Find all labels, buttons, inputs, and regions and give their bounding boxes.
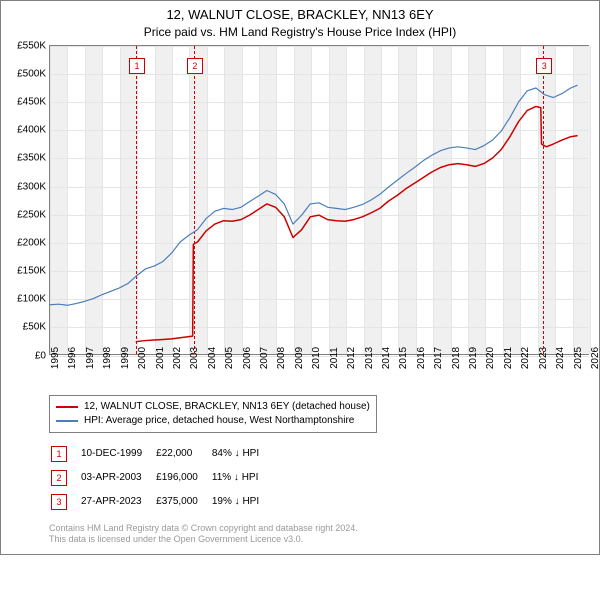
y-tick-label: £500K	[17, 68, 46, 79]
y-tick-label: £250K	[17, 209, 46, 220]
y-tick-label: £300K	[17, 181, 46, 192]
sale-price: £22,000	[156, 443, 210, 465]
y-tick-label: £100K	[17, 294, 46, 305]
sale-date: 03-APR-2003	[81, 467, 154, 489]
sale-date: 10-DEC-1999	[81, 443, 154, 465]
y-tick-label: £50K	[23, 322, 46, 333]
legend-swatch	[56, 406, 78, 408]
gridline-v	[590, 46, 591, 354]
legend: 12, WALNUT CLOSE, BRACKLEY, NN13 6EY (de…	[49, 395, 377, 433]
chart-subtitle: Price paid vs. HM Land Registry's House …	[9, 25, 591, 39]
series-line	[50, 85, 578, 305]
legend-label: 12, WALNUT CLOSE, BRACKLEY, NN13 6EY (de…	[84, 400, 370, 414]
sale-price: £196,000	[156, 467, 210, 489]
chart-title: 12, WALNUT CLOSE, BRACKLEY, NN13 6EY	[9, 7, 591, 23]
sale-delta: 84% ↓ HPI	[212, 443, 271, 465]
sale-delta: 11% ↓ HPI	[212, 467, 271, 489]
y-tick-label: £350K	[17, 153, 46, 164]
sale-price: £375,000	[156, 491, 210, 513]
y-tick-label: £150K	[17, 266, 46, 277]
legend-row: HPI: Average price, detached house, West…	[56, 414, 370, 428]
y-tick-label: £550K	[17, 40, 46, 51]
chart-container: 12, WALNUT CLOSE, BRACKLEY, NN13 6EY Pri…	[0, 0, 600, 555]
legend-label: HPI: Average price, detached house, West…	[84, 414, 354, 428]
copyright-line: This data is licensed under the Open Gov…	[49, 534, 591, 546]
plot-area: £0£50K£100K£150K£200K£250K£300K£350K£400…	[49, 45, 589, 355]
sale-date: 27-APR-2023	[81, 491, 154, 513]
y-tick-label: £0	[35, 350, 46, 361]
x-tick-label: 2026	[590, 346, 600, 368]
sale-badge: 2	[51, 470, 67, 486]
y-tick-label: £400K	[17, 125, 46, 136]
sale-row: 3 27-APR-2023£375,00019% ↓ HPI	[51, 491, 271, 513]
y-tick-label: £200K	[17, 237, 46, 248]
chart-area: £0£50K£100K£150K£200K£250K£300K£350K£400…	[9, 45, 591, 355]
y-tick-label: £450K	[17, 96, 46, 107]
sale-badge: 1	[51, 446, 67, 462]
sale-row: 2 03-APR-2003£196,00011% ↓ HPI	[51, 467, 271, 489]
sales-table: 1 10-DEC-1999£22,00084% ↓ HPI 2 03-APR-2003…	[49, 441, 273, 515]
sale-badge: 3	[51, 494, 67, 510]
copyright: Contains HM Land Registry data © Crown c…	[49, 523, 591, 546]
series-svg	[50, 46, 588, 354]
sale-row: 1 10-DEC-1999£22,00084% ↓ HPI	[51, 443, 271, 465]
copyright-line: Contains HM Land Registry data © Crown c…	[49, 523, 591, 535]
sale-delta: 19% ↓ HPI	[212, 491, 271, 513]
legend-row: 12, WALNUT CLOSE, BRACKLEY, NN13 6EY (de…	[56, 400, 370, 414]
legend-swatch	[56, 420, 78, 422]
